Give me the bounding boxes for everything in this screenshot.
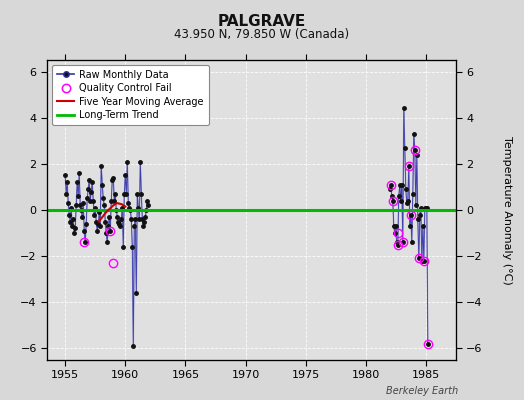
Text: Berkeley Earth: Berkeley Earth — [386, 386, 458, 396]
Text: 43.950 N, 79.850 W (Canada): 43.950 N, 79.850 W (Canada) — [174, 28, 350, 41]
Text: PALGRAVE: PALGRAVE — [218, 14, 306, 29]
Legend: Raw Monthly Data, Quality Control Fail, Five Year Moving Average, Long-Term Tren: Raw Monthly Data, Quality Control Fail, … — [52, 65, 209, 125]
Y-axis label: Temperature Anomaly (°C): Temperature Anomaly (°C) — [502, 136, 512, 284]
